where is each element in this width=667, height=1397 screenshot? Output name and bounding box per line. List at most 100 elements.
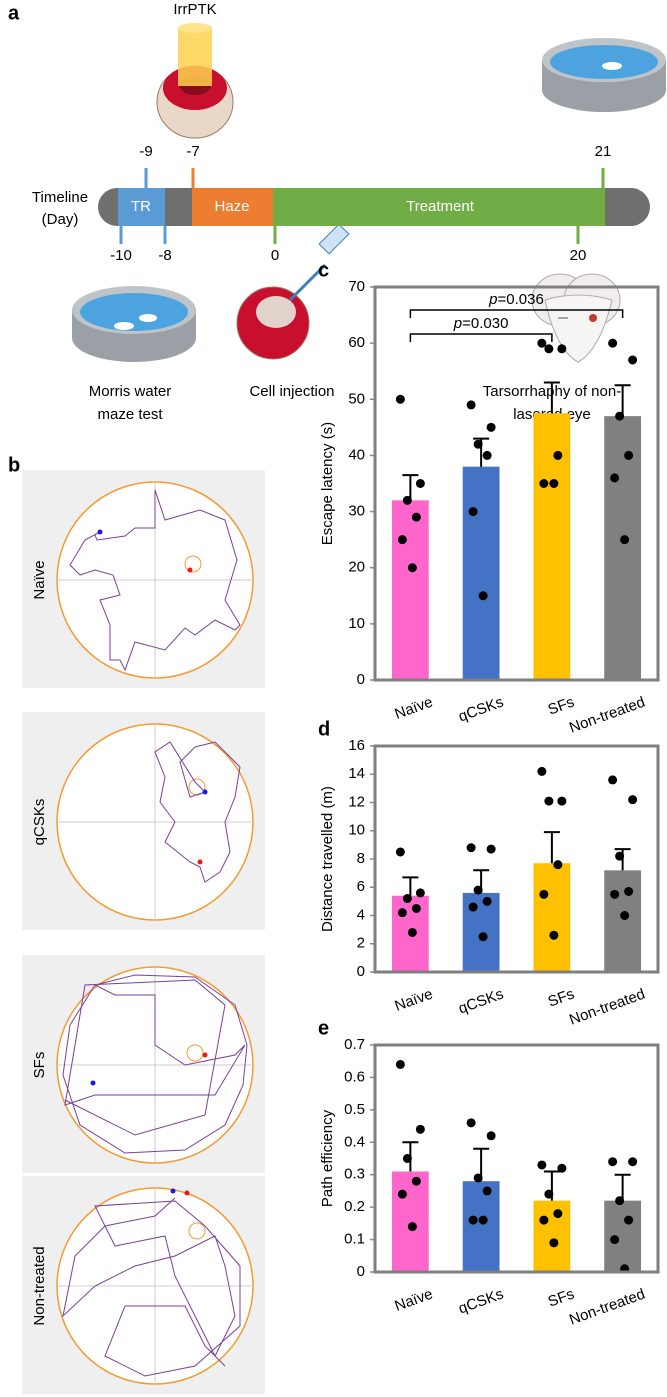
panel-label: c — [318, 259, 329, 281]
bar — [462, 466, 500, 680]
data-point — [553, 450, 563, 460]
y-axis-title: Path efficiency — [319, 1109, 336, 1207]
caption: maze test — [97, 406, 163, 423]
swim-track — [154, 741, 241, 883]
data-point — [468, 902, 478, 912]
data-point — [473, 1173, 483, 1183]
error-bar — [402, 876, 419, 896]
data-point — [468, 507, 478, 517]
bar — [604, 416, 642, 680]
data-point — [553, 860, 563, 870]
data-point — [407, 927, 417, 937]
group-label: Non-treated — [31, 1246, 48, 1325]
y-tick-label: 0.5 — [344, 1101, 365, 1118]
data-point — [557, 796, 567, 806]
x-tick-label: qCSKs — [456, 1286, 506, 1318]
end-dot — [202, 1052, 208, 1058]
data-point — [620, 535, 630, 545]
data-point — [544, 344, 554, 354]
data-point — [486, 844, 496, 854]
y-tick-label: 8 — [357, 850, 365, 867]
day-label: 20 — [570, 247, 587, 264]
data-point — [411, 512, 421, 522]
y-tick-label: 10 — [348, 822, 365, 839]
data-point — [478, 1215, 488, 1225]
day-label: -8 — [158, 247, 171, 264]
data-point — [468, 1215, 478, 1225]
data-point — [397, 1189, 407, 1199]
significance-bracket — [409, 309, 624, 318]
data-point — [549, 930, 559, 940]
bar — [391, 500, 429, 680]
phase-label: Treatment — [406, 198, 475, 215]
data-point — [615, 411, 625, 421]
data-point — [415, 479, 425, 488]
data-point — [402, 1154, 412, 1163]
data-point — [624, 1215, 634, 1225]
water-maze-icon — [542, 38, 666, 112]
error-bar — [614, 1173, 631, 1201]
y-tick-label: 0.7 — [344, 1036, 365, 1053]
bar — [533, 863, 571, 972]
injection-icon — [236, 223, 350, 360]
swim-track — [62, 974, 248, 1154]
laser-icon — [156, 23, 234, 139]
x-tick-label: Naïve — [392, 1286, 435, 1315]
y-tick-label: 16 — [348, 737, 365, 754]
phase-label: TR — [131, 198, 151, 215]
y-tick-label: 0 — [357, 963, 365, 980]
bar — [604, 1200, 642, 1272]
data-point — [402, 495, 412, 505]
data-point — [486, 1131, 496, 1141]
data-point — [407, 563, 417, 573]
x-tick-label: qCSKs — [456, 986, 506, 1018]
start-dot — [90, 1080, 96, 1086]
phase-tr — [118, 188, 165, 226]
data-point — [620, 911, 630, 920]
data-point — [544, 796, 554, 806]
p-symbol: p — [488, 291, 497, 308]
end-dot — [187, 567, 193, 573]
data-point — [402, 894, 412, 904]
y-tick-label: 30 — [348, 503, 365, 520]
day-label: -10 — [110, 247, 132, 264]
data-point — [395, 1059, 405, 1069]
phase-label: Haze — [214, 198, 249, 215]
plot-frame — [373, 285, 660, 682]
day-label: 21 — [595, 143, 612, 160]
data-point — [610, 473, 620, 483]
platform — [184, 555, 202, 573]
y-tick-label: 0 — [357, 1263, 365, 1280]
y-tick-label: 12 — [348, 793, 365, 810]
y-tick-label: 20 — [348, 559, 365, 576]
data-point — [411, 903, 421, 913]
y-tick-label: 70 — [348, 278, 365, 295]
data-point — [473, 439, 483, 449]
error-bar — [402, 474, 419, 501]
group-label: Naïve — [31, 560, 48, 599]
data-point — [415, 888, 425, 898]
y-tick-label: 50 — [348, 390, 365, 407]
error-bar — [543, 831, 560, 864]
start-dot — [202, 789, 208, 795]
caption: Morris water — [89, 383, 172, 400]
data-point — [628, 1157, 638, 1167]
data-point — [610, 889, 620, 899]
data-point — [486, 422, 496, 432]
x-tick-label: Non-treated — [567, 986, 647, 1029]
data-point — [610, 1235, 620, 1245]
error-bar — [543, 381, 560, 414]
caption: Cell injection — [249, 383, 334, 400]
y-tick-label: 10 — [348, 615, 365, 632]
data-point — [415, 1124, 425, 1134]
data-point — [539, 889, 549, 899]
data-point — [628, 355, 638, 365]
bar — [533, 1200, 571, 1272]
data-point — [395, 394, 405, 404]
data-point — [466, 400, 476, 410]
y-tick-label: 60 — [348, 334, 365, 351]
data-point — [537, 338, 547, 348]
y-axis-title: Distance travelled (m) — [319, 786, 336, 932]
bar — [533, 413, 571, 680]
platform — [186, 1044, 204, 1062]
